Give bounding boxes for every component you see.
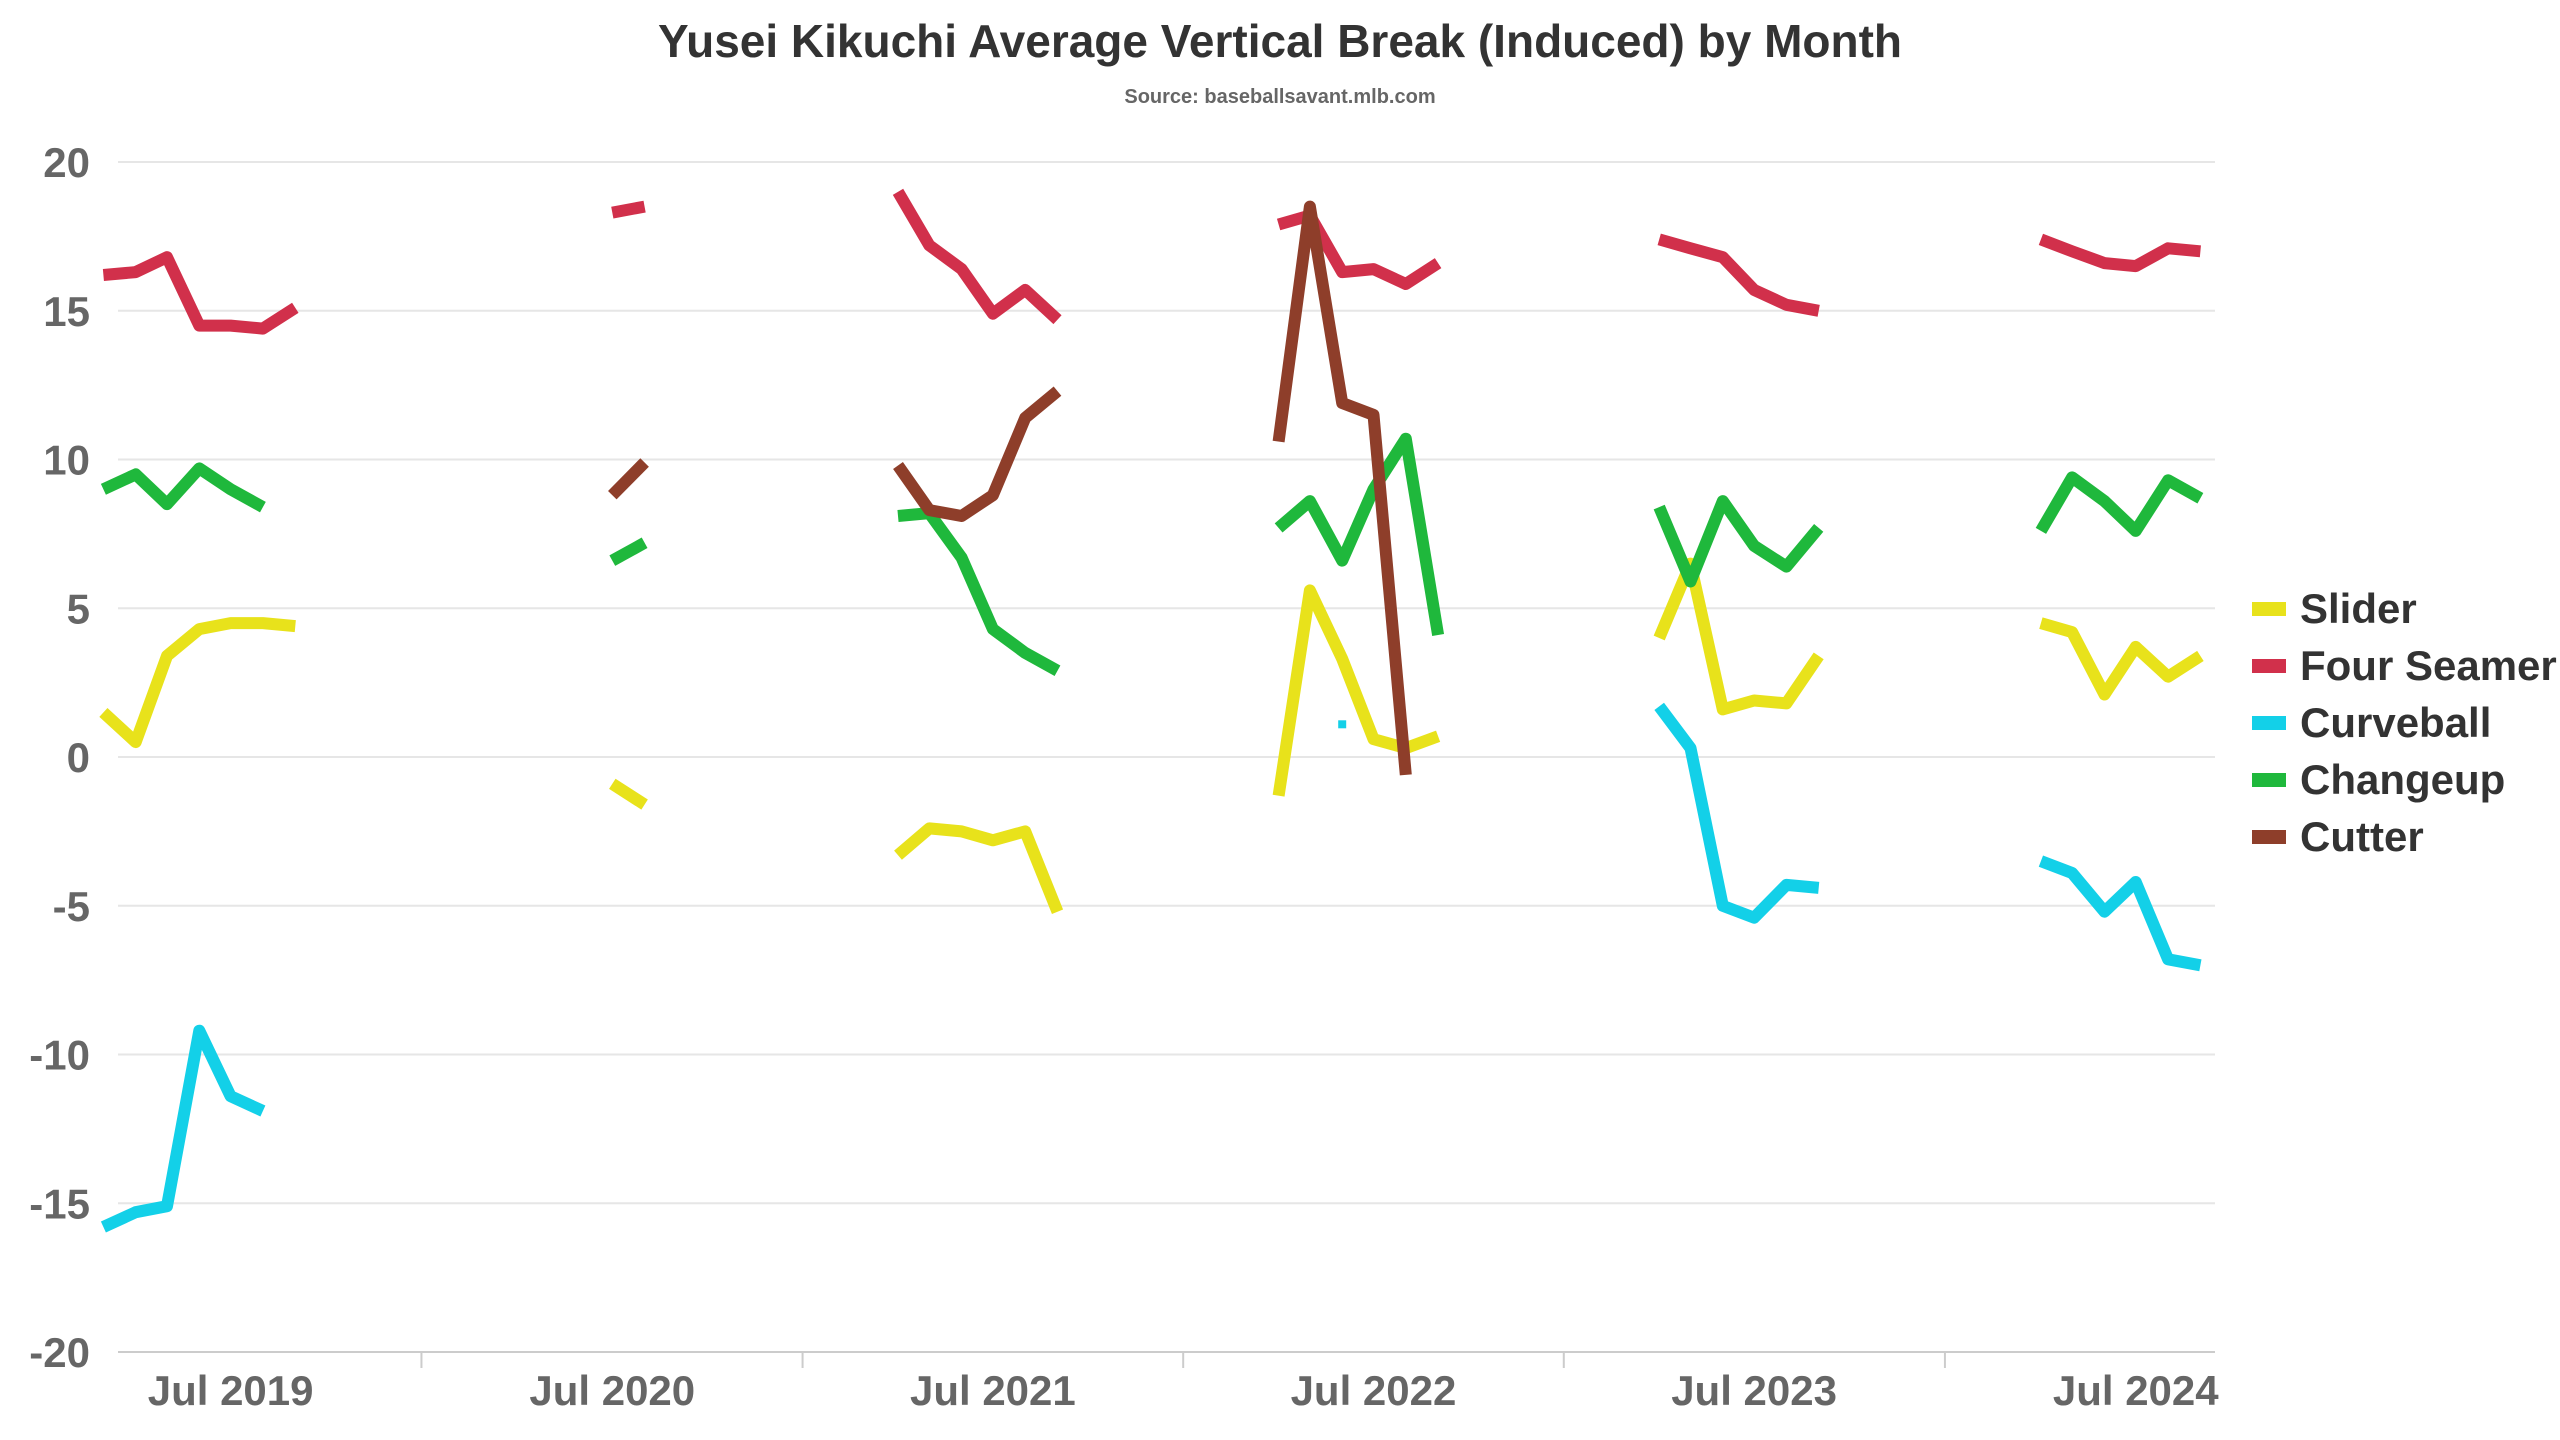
y-axis: 20 15 10 5 0 -5 -10 -15 -20: [29, 139, 90, 1376]
series-line-segment: [608, 458, 649, 500]
grid-lines: [118, 161, 2215, 1353]
legend-swatch: [2252, 601, 2286, 616]
series-line-segment: [1272, 584, 1441, 797]
y-tick-label: -5: [53, 883, 90, 930]
legend-label: Changeup: [2300, 755, 2506, 803]
x-tick-label: Jul 2020: [529, 1367, 695, 1414]
x-tick-label: Jul 2024: [2053, 1367, 2219, 1414]
chart-title: Yusei Kikuchi Average Vertical Break (In…: [657, 15, 1903, 67]
legend-item-changeup[interactable]: Changeup: [2252, 751, 2557, 808]
series-line-segment: [1274, 432, 1445, 636]
legend-item-slider[interactable]: Slider: [2252, 580, 2557, 637]
legend-item-cutter[interactable]: Cutter: [2252, 808, 2557, 865]
y-tick-label: 10: [43, 437, 90, 484]
series-changeup: [100, 432, 2204, 676]
series-slider: [99, 557, 2204, 914]
legend: Slider Four Seamer Curveball Changeup Cutter: [2252, 580, 2557, 865]
legend-label: Slider: [2300, 584, 2417, 632]
legend-item-curveball[interactable]: Curveball: [2252, 694, 2557, 751]
series-four-seamer: [102, 188, 2201, 335]
y-tick-label: -20: [29, 1329, 90, 1376]
series-line-segment: [894, 822, 1064, 914]
series-line-segment: [1272, 200, 1412, 776]
series-point: [1338, 720, 1347, 729]
legend-swatch: [2252, 658, 2286, 673]
x-axis: Jul 2019 Jul 2020 Jul 2021 Jul 2022 Jul 2023…: [148, 1352, 2219, 1414]
x-tick-label: Jul 2023: [1671, 1367, 1837, 1414]
series-line-segment: [100, 462, 266, 513]
legend-item-four-seamer[interactable]: Four Seamer: [2252, 637, 2557, 694]
legend-label: Cutter: [2300, 812, 2424, 860]
series-line-segment: [99, 617, 296, 749]
legend-swatch: [2252, 829, 2286, 844]
series-line-segment: [102, 251, 299, 335]
x-tick-label: Jul 2019: [148, 1367, 314, 1414]
series-line-segment: [1653, 557, 1824, 716]
y-tick-label: -15: [29, 1180, 90, 1227]
chart-subtitle: Source: baseballsavant.mlb.com: [1124, 86, 1436, 108]
series-line-segment: [2038, 855, 2202, 972]
series-line-segment: [892, 188, 1062, 325]
x-tick-label: Jul 2022: [1291, 1367, 1457, 1414]
legend-label: Curveball: [2300, 698, 2492, 746]
series-line-segment: [609, 778, 648, 810]
legend-swatch: [2252, 715, 2286, 730]
series-cutter: [608, 200, 1412, 776]
series-line-segment: [897, 507, 1061, 676]
y-tick-label: 0: [67, 734, 90, 781]
series-line-segment: [893, 386, 1062, 522]
series-line-segment: [2035, 471, 2204, 537]
series-line-segment: [2038, 233, 2201, 273]
series-line-segment: [1653, 495, 1824, 588]
y-tick-label: -10: [29, 1032, 90, 1079]
legend-label: Four Seamer: [2300, 641, 2557, 689]
y-tick-label: 5: [67, 585, 90, 632]
y-tick-label: 15: [43, 288, 90, 335]
series-line-segment: [2039, 617, 2204, 701]
series-line-segment: [100, 1024, 266, 1233]
y-tick-label: 20: [43, 139, 90, 186]
series-lines: [99, 188, 2204, 1233]
series-line-segment: [1657, 233, 1820, 317]
series-curveball: [100, 702, 2202, 1233]
legend-swatch: [2252, 772, 2286, 787]
x-tick-label: Jul 2021: [910, 1367, 1076, 1414]
series-line-segment: [609, 537, 648, 566]
series-line-segment: [611, 200, 646, 219]
series-line-segment: [1654, 702, 1820, 924]
